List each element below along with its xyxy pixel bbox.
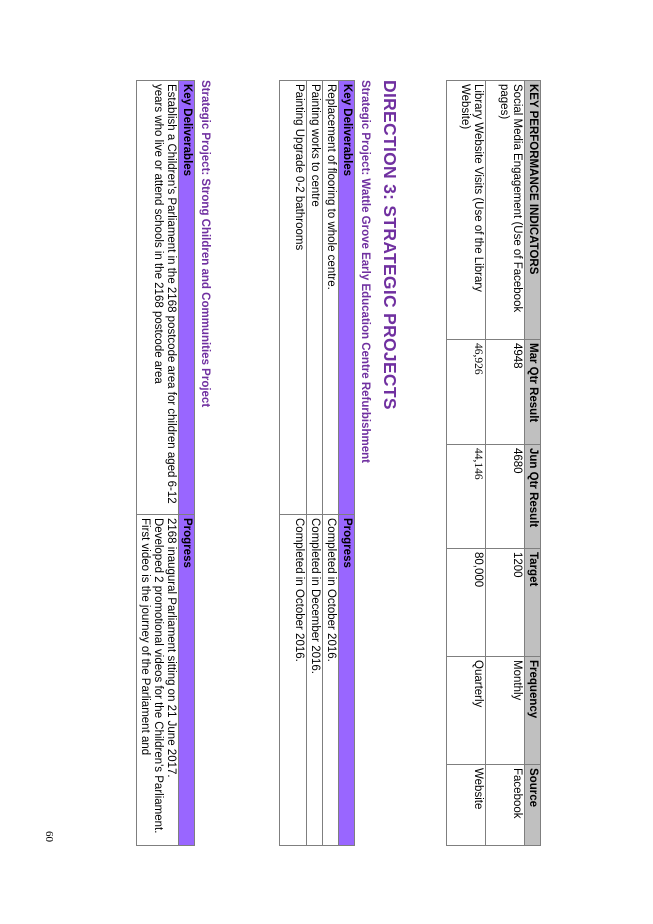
progress-cell: Completed in October 2016. [279, 514, 307, 846]
progress-cell: Completed in October 2016. [322, 514, 339, 846]
deliverable-cell: Painting works to centre [306, 80, 323, 515]
kpi-mar: 4948 [485, 339, 525, 445]
page-number: 60 [43, 831, 55, 842]
progress-cell: Completed in December 2016. [306, 514, 323, 846]
kpi-header-mar: Mar Qtr Result [524, 339, 541, 445]
table-row: Establish a Children's Parliament in the… [136, 80, 179, 846]
kpi-indicator: Social Media Engagement (Use of Facebook… [485, 80, 525, 340]
deliverable-cell: Replacement of flooring to whole centre. [322, 80, 339, 515]
deliverable-cell: Painting Upgrade 0-2 bathrooms [279, 80, 307, 515]
project1-header-progress: Progress [338, 514, 355, 846]
project1-header-row: Key Deliverables Progress [338, 80, 355, 846]
kpi-jun: 44,146 [446, 444, 486, 549]
kpi-indicator: Library Website Visits (Use of the Libra… [446, 80, 486, 340]
kpi-target: 1200 [485, 548, 525, 657]
kpi-jun: 4680 [485, 444, 525, 549]
kpi-header-source: Source [524, 764, 541, 846]
table-row: Painting works to centre Completed in De… [306, 80, 323, 846]
project1-title: Strategic Project: Wattle Grove Early Ed… [359, 80, 371, 463]
kpi-header-target: Target [524, 548, 541, 657]
table-row: Painting Upgrade 0-2 bathrooms Completed… [279, 80, 307, 846]
kpi-frequency: Quarterly [446, 656, 486, 765]
kpi-header-indicator: KEY PERFORMANCE INDICATORS [524, 80, 541, 340]
project1-table: Key Deliverables Progress Replacement of… [279, 80, 355, 846]
kpi-source: Website [446, 764, 486, 846]
progress-cell: 2168 inaugural Parliament sitting on 21 … [136, 514, 179, 846]
kpi-frequency: Monthly [485, 656, 525, 765]
project2-title: Strategic Project: Strong Children and C… [199, 80, 211, 408]
deliverable-cell: Establish a Children's Parliament in the… [136, 80, 179, 515]
project2-header-progress: Progress [178, 514, 195, 846]
kpi-header-row: KEY PERFORMANCE INDICATORS Mar Qtr Resul… [524, 80, 541, 846]
project2-header-row: Key Deliverables Progress [178, 80, 195, 846]
project2-header-deliverables: Key Deliverables [178, 80, 195, 515]
kpi-table: KEY PERFORMANCE INDICATORS Mar Qtr Resul… [446, 80, 541, 846]
table-row: Replacement of flooring to whole centre.… [322, 80, 339, 846]
kpi-source: Facebook [485, 764, 525, 846]
kpi-header-frequency: Frequency [524, 656, 541, 765]
kpi-header-jun: Jun Qtr Result [524, 444, 541, 549]
direction-heading: DIRECTION 3: STRATEGIC PROJECTS [380, 80, 400, 410]
project2-table: Key Deliverables Progress Establish a Ch… [136, 80, 195, 846]
project1-header-deliverables: Key Deliverables [338, 80, 355, 515]
kpi-target: 80,000 [446, 548, 486, 657]
table-row: Social Media Engagement (Use of Facebook… [485, 80, 525, 846]
table-row: Library Website Visits (Use of the Libra… [446, 80, 486, 846]
kpi-mar: 46,926 [446, 339, 486, 445]
